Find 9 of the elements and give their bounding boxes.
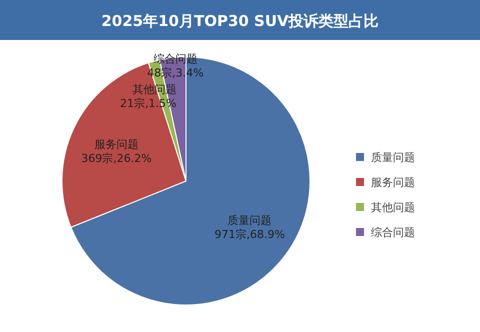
legend-label: 综合问题: [371, 226, 415, 239]
data-label: 971宗,68.9%: [214, 228, 285, 242]
chart-title: 2025年10月TOP30 SUV投诉类型占比: [101, 12, 379, 30]
data-label: 369宗,26.2%: [81, 152, 152, 166]
legend-label: 服务问题: [371, 176, 415, 189]
slice-label: 质量问题: [228, 214, 272, 228]
legend-label: 质量问题: [371, 151, 415, 164]
legend-label: 其他问题: [371, 201, 415, 214]
slice-label: 服务问题: [94, 138, 138, 152]
